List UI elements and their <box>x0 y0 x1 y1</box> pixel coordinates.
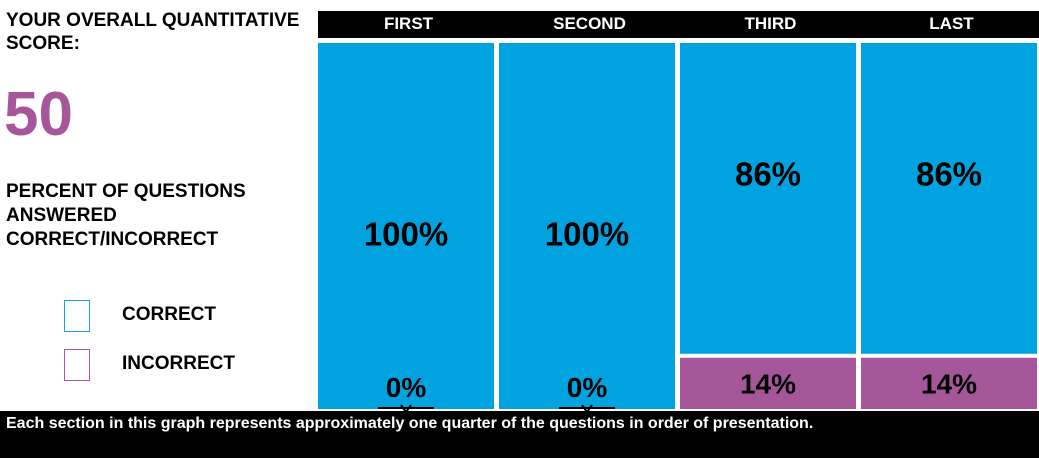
column-header-first: FIRST <box>383 14 434 33</box>
legend-label-correct: CORRECT <box>122 304 216 325</box>
label-incorrect-last: 14% <box>921 368 977 399</box>
legend-swatch-correct <box>64 300 90 332</box>
label-correct-second: 100% <box>545 215 629 252</box>
bar-incorrect-last <box>861 357 1037 409</box>
bar-correct-last <box>861 43 1037 354</box>
legend-label-incorrect: INCORRECT <box>122 353 235 374</box>
bar-correct-first <box>318 43 494 409</box>
overall-score: 50 <box>4 80 73 149</box>
footer-note: Each section in this graph represents ap… <box>0 411 1039 458</box>
column-header-second: SECOND <box>553 14 626 33</box>
label-incorrect-second: 0% <box>567 372 608 403</box>
label-correct-first: 100% <box>364 215 448 252</box>
chart-header-bar: FIRST SECOND THIRD LAST <box>318 11 1039 38</box>
label-incorrect-third: 14% <box>740 368 796 399</box>
label-incorrect-first: 0% <box>386 372 427 403</box>
column-header-third: THIRD <box>744 14 797 33</box>
bar-incorrect-third <box>680 357 856 409</box>
legend-swatch-incorrect <box>64 349 90 381</box>
bar-correct-third <box>680 43 856 354</box>
label-correct-third: 86% <box>735 156 801 193</box>
score-title: YOUR OVERALL QUANTITATIVE SCORE: <box>6 10 300 54</box>
percent-label: PERCENT OF QUESTIONS ANSWERED CORRECT/IN… <box>6 181 246 250</box>
label-correct-last: 86% <box>916 156 982 193</box>
column-header-last: LAST <box>929 14 974 33</box>
bar-correct-second <box>499 43 675 409</box>
